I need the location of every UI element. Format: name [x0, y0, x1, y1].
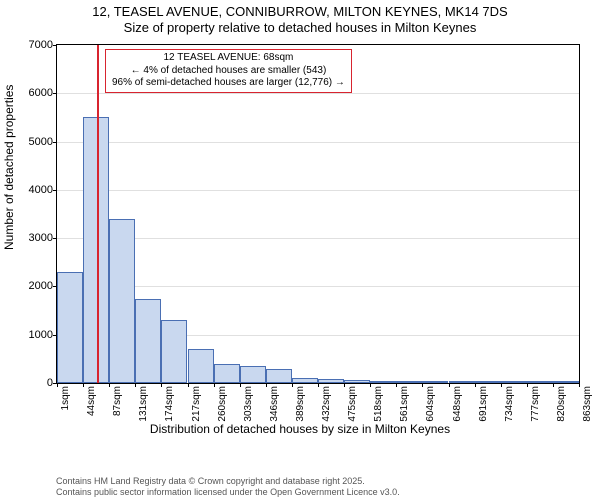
callout-line-3: 96% of semi-detached houses are larger (… [112, 77, 345, 90]
histogram-bar [266, 369, 292, 383]
xtick-mark [422, 383, 423, 387]
gridline [57, 238, 579, 239]
histogram-bar [475, 381, 501, 383]
callout-line-1: 12 TEASEL AVENUE: 68sqm [112, 52, 345, 65]
gridline [57, 142, 579, 143]
chart-container: Number of detached properties 0100020003… [0, 40, 600, 460]
ytick-label: 1000 [13, 329, 57, 341]
xtick-mark [240, 383, 241, 387]
xtick-mark [83, 383, 84, 387]
gridline [57, 190, 579, 191]
x-axis-label: Distribution of detached houses by size … [0, 422, 600, 436]
xtick-mark [396, 383, 397, 387]
histogram-bar [422, 381, 448, 383]
xtick-mark [161, 383, 162, 387]
gridline [57, 286, 579, 287]
xtick-mark [57, 383, 58, 387]
histogram-bar [527, 381, 553, 383]
histogram-bar [344, 380, 370, 383]
xtick-mark [214, 383, 215, 387]
callout-line-2: ← 4% of detached houses are smaller (543… [112, 65, 345, 78]
xtick-mark [449, 383, 450, 387]
xtick-mark [475, 383, 476, 387]
marker-line [97, 45, 99, 383]
histogram-bar [240, 366, 266, 383]
xtick-mark [344, 383, 345, 387]
histogram-bar [214, 364, 240, 383]
xtick-mark [553, 383, 554, 387]
footer-line-2: Contains public sector information licen… [56, 487, 400, 498]
ytick-label: 7000 [13, 39, 57, 51]
ytick-label: 3000 [13, 232, 57, 244]
xtick-mark [135, 383, 136, 387]
xtick-mark [579, 383, 580, 387]
ytick-label: 6000 [13, 87, 57, 99]
xtick-mark [292, 383, 293, 387]
xtick-mark [188, 383, 189, 387]
histogram-bar [449, 381, 475, 383]
title-line-2: Size of property relative to detached ho… [0, 20, 600, 36]
footer-attribution: Contains HM Land Registry data © Crown c… [56, 476, 400, 498]
histogram-bar [370, 381, 396, 383]
footer-line-1: Contains HM Land Registry data © Crown c… [56, 476, 400, 487]
xtick-mark [109, 383, 110, 387]
histogram-bar [161, 320, 187, 383]
marker-callout: 12 TEASEL AVENUE: 68sqm ← 4% of detached… [105, 49, 352, 93]
histogram-bar [57, 272, 83, 383]
title-line-1: 12, TEASEL AVENUE, CONNIBURROW, MILTON K… [0, 4, 600, 20]
ytick-label: 4000 [13, 184, 57, 196]
xtick-mark [501, 383, 502, 387]
histogram-bar [135, 299, 161, 384]
plot-area: 010002000300040005000600070001sqm44sqm87… [56, 44, 580, 384]
chart-title: 12, TEASEL AVENUE, CONNIBURROW, MILTON K… [0, 0, 600, 37]
xtick-mark [318, 383, 319, 387]
gridline [57, 93, 579, 94]
xtick-mark [266, 383, 267, 387]
histogram-bar [553, 381, 579, 383]
xtick-mark [370, 383, 371, 387]
histogram-bar [318, 379, 344, 383]
y-axis-label: Number of detached properties [2, 85, 16, 250]
histogram-bar [109, 219, 135, 383]
histogram-bar [292, 378, 318, 383]
ytick-label: 0 [13, 377, 57, 389]
ytick-label: 2000 [13, 280, 57, 292]
histogram-bar [188, 349, 214, 383]
histogram-bar [396, 381, 422, 383]
xtick-mark [527, 383, 528, 387]
histogram-bar [501, 381, 527, 383]
ytick-label: 5000 [13, 136, 57, 148]
